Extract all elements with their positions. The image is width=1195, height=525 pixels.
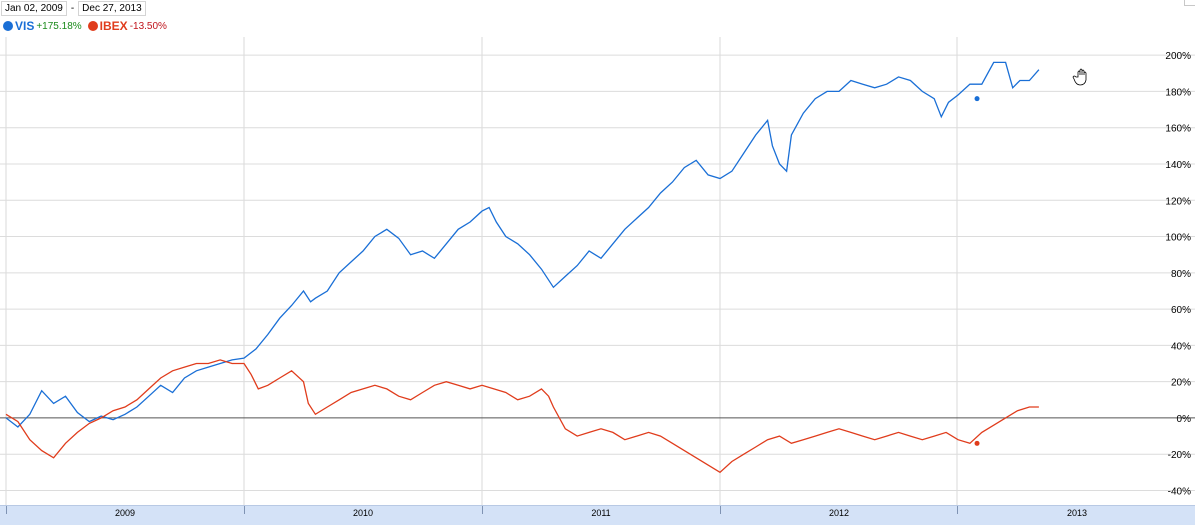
chart-legend: VIS +175.18% IBEX -13.50%: [3, 19, 173, 33]
legend-change: +175.18%: [36, 20, 82, 32]
x-axis-label: 2013: [1066, 508, 1088, 518]
series-line-ibex: [5, 359, 1039, 474]
legend-change: -13.50%: [129, 20, 167, 32]
chart-header: Jan 02, 2009 - Dec 27, 2013 VIS +175.18%…: [0, 0, 1195, 36]
x-axis-tick: [482, 506, 483, 514]
y-tick-label: 160%: [1165, 124, 1191, 135]
y-tick-label: 100%: [1165, 233, 1191, 244]
x-axis-tick: [6, 506, 7, 514]
y-tick-label: -40%: [1168, 486, 1191, 497]
x-axis-tick: [957, 506, 958, 514]
legend-symbol: VIS: [15, 19, 35, 33]
x-axis-label: 2011: [591, 508, 611, 518]
x-axis-label: 2010: [352, 508, 374, 518]
y-tick-label: 60%: [1171, 305, 1191, 316]
price-chart[interactable]: 200% 180% 160% 140% 120% 100% 80% 60% 40% 20% 0% -2…: [0, 37, 1195, 505]
y-tick-label: 180%: [1165, 87, 1191, 98]
y-tick-label: 140%: [1165, 160, 1191, 171]
y-tick-label: -20%: [1168, 450, 1191, 461]
corner-control[interactable]: [1184, 0, 1195, 6]
series-marker-ibex: [974, 440, 980, 446]
series-marker-vis: [974, 96, 980, 102]
y-tick-label: 0%: [1177, 414, 1192, 425]
hand-cursor-icon: [1072, 68, 1087, 86]
range-start-date[interactable]: Jan 02, 2009: [1, 1, 67, 16]
y-tick-label: 20%: [1171, 378, 1191, 389]
legend-symbol: IBEX: [99, 19, 128, 33]
x-axis-label: 2009: [114, 508, 136, 518]
x-axis-label: 2012: [828, 508, 850, 518]
y-tick-label: 120%: [1165, 196, 1191, 207]
x-axis[interactable]: 2009 2010 2011 2012 2013: [0, 505, 1195, 525]
range-separator: -: [70, 3, 75, 14]
legend-item-ibex[interactable]: IBEX -13.50%: [87, 19, 167, 33]
x-axis-tick: [720, 506, 721, 514]
y-tick-label: 200%: [1165, 51, 1191, 62]
y-tick-label: 40%: [1171, 341, 1191, 352]
range-end-date[interactable]: Dec 27, 2013: [78, 1, 146, 16]
legend-item-vis[interactable]: VIS +175.18%: [3, 19, 82, 33]
y-tick-label: 80%: [1171, 269, 1191, 280]
vis-dot-icon: [3, 21, 13, 31]
ibex-dot-icon: [87, 21, 98, 31]
date-range: Jan 02, 2009 - Dec 27, 2013: [1, 1, 146, 16]
series-line-vis: [5, 61, 1040, 428]
x-axis-tick: [244, 506, 245, 514]
